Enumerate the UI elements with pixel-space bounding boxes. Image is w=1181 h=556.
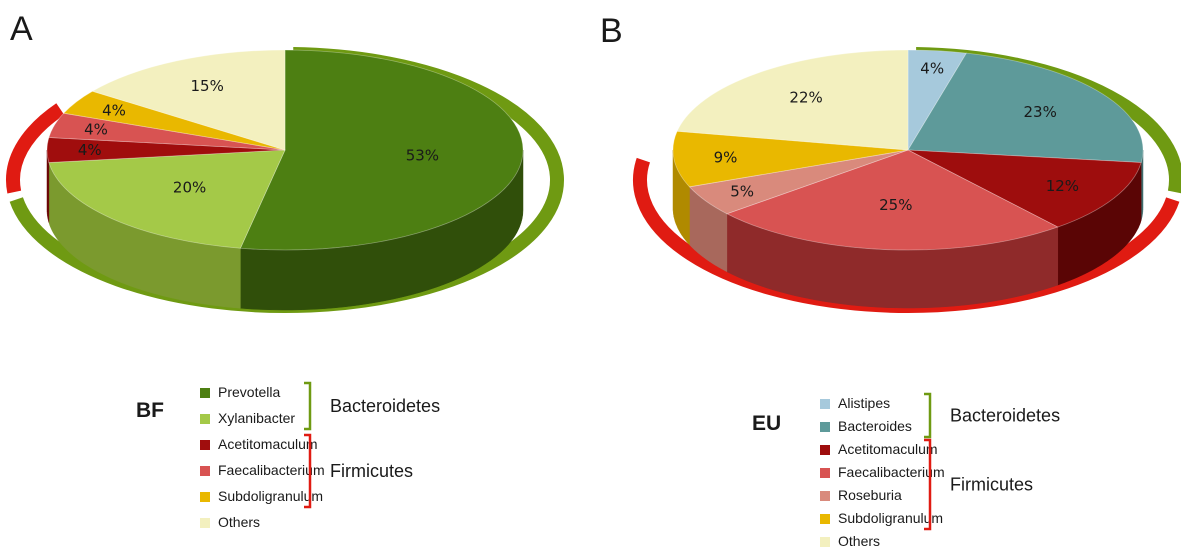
legend-label-alistipes: Alistipes xyxy=(838,395,890,411)
group-title-bf: BF xyxy=(136,399,164,422)
bracket-bacteroidetes xyxy=(924,392,932,439)
bracket-bacteroidetes xyxy=(304,381,312,431)
phylum-label-bacteroidetes: Bacteroidetes xyxy=(950,406,1060,426)
pie-slice-faecalibacterium xyxy=(725,149,1059,251)
pie-slice-alistipes xyxy=(907,49,968,152)
legend-swatch-subdoligranulum xyxy=(820,514,830,524)
slice-label-prevotella: 53% xyxy=(406,147,439,165)
slice-labels: 53%20%4%4%4%15% xyxy=(78,77,439,197)
legend-label-acetitomaculum: Acetitomaculum xyxy=(218,436,318,452)
slice-label-faecalibacterium: 4% xyxy=(84,121,108,139)
legend-swatch-others xyxy=(820,537,830,547)
legend-swatch-acetitomaculum xyxy=(820,445,830,455)
slice-label-subdoligranulum: 9% xyxy=(714,148,738,166)
legend-swatch-subdoligranulum xyxy=(200,492,210,502)
pie-slice-subdoligranulum xyxy=(62,90,286,151)
legend-swatch-xylanibacter xyxy=(200,414,210,424)
slice-labels: 4% 23% 12% 25% 5% 9% 22% xyxy=(714,60,1079,214)
legend-label-acetitomaculum: Acetitomaculum xyxy=(838,441,938,457)
legend-swatch-faecalibacterium xyxy=(200,466,210,476)
pie-slice-prevotella xyxy=(239,49,524,251)
legend-label-subdoligranulum: Subdoligranulum xyxy=(218,488,323,504)
pie-slice-bacteroides xyxy=(907,52,1144,163)
legend-label-subdoligranulum: Subdoligranulum xyxy=(838,510,943,526)
phylum-label-firmicutes: Firmicutes xyxy=(330,461,413,481)
group-title-eu: EU xyxy=(752,412,781,435)
pie-slice-subdoligranulum xyxy=(672,130,909,188)
slice-label-acetitomaculum: 4% xyxy=(78,141,102,159)
legend-label-others: Others xyxy=(218,514,260,530)
legend-label-faecalibacterium: Faecalibacterium xyxy=(838,464,945,480)
pie-chart-eu: 4% 23% 12% 25% 5% 9% 22% xyxy=(633,47,1181,313)
slice-label-faecalibacterium: 25% xyxy=(879,196,912,214)
legend-label-bacteroides: Bacteroides xyxy=(838,418,912,434)
pie-sides xyxy=(672,150,1144,309)
panel-letter-b: B xyxy=(600,12,623,50)
slice-label-others: 15% xyxy=(191,77,224,95)
legend-swatch-acetitomaculum xyxy=(200,440,210,450)
slice-label-acetitomaculum: 12% xyxy=(1046,177,1079,195)
phylum-label-firmicutes: Firmicutes xyxy=(950,475,1033,495)
legend-swatch-others xyxy=(200,518,210,528)
bracket-firmicutes xyxy=(304,433,312,509)
pie-slice-faecalibacterium xyxy=(48,112,286,151)
legend-swatch-roseburia xyxy=(820,491,830,501)
panel-letter-a: A xyxy=(10,10,33,48)
pie-slices xyxy=(46,49,524,251)
legend-label-roseburia: Roseburia xyxy=(838,487,902,503)
pie-slice-others xyxy=(676,49,909,151)
pie-slices xyxy=(672,49,1144,251)
legend-swatch-alistipes xyxy=(820,399,830,409)
pie-chart-bf: 53%20%4%4%4%15% xyxy=(6,47,564,313)
pie-slice-roseburia xyxy=(688,149,909,215)
slice-label-subdoligranulum: 4% xyxy=(102,102,126,120)
slice-label-roseburia: 5% xyxy=(730,183,754,201)
pie-side-subdoligranulum xyxy=(672,150,690,246)
bracket-firmicutes xyxy=(924,438,932,531)
legend-label-prevotella: Prevotella xyxy=(218,384,280,400)
slice-label-alistipes: 4% xyxy=(920,60,944,78)
pie-slice-acetitomaculum xyxy=(907,149,1142,228)
phylum-label-bacteroidetes: Bacteroidetes xyxy=(330,396,440,416)
legend-swatch-faecalibacterium xyxy=(820,468,830,478)
slice-label-bacteroides: 23% xyxy=(1024,103,1057,121)
legend-label-xylanibacter: Xylanibacter xyxy=(218,410,295,426)
phylum-arc-firmicutes xyxy=(6,103,65,194)
pie-slice-acetitomaculum xyxy=(46,137,286,163)
pie-slice-others xyxy=(91,49,286,151)
legend-bf: BF Prevotella Xylanibacter Acetitomaculum F… xyxy=(136,381,440,530)
pie-slice-xylanibacter xyxy=(48,149,286,249)
legend-eu: EU Alistipes Bacteroides Acetitomaculum Fae… xyxy=(752,392,1060,549)
legend-label-others: Others xyxy=(838,533,880,549)
legend-label-faecalibacterium: Faecalibacterium xyxy=(218,462,325,478)
slice-label-others: 22% xyxy=(789,89,822,107)
legend-swatch-bacteroides xyxy=(820,422,830,432)
slice-label-xylanibacter: 20% xyxy=(173,179,206,197)
legend-swatch-prevotella xyxy=(200,388,210,398)
